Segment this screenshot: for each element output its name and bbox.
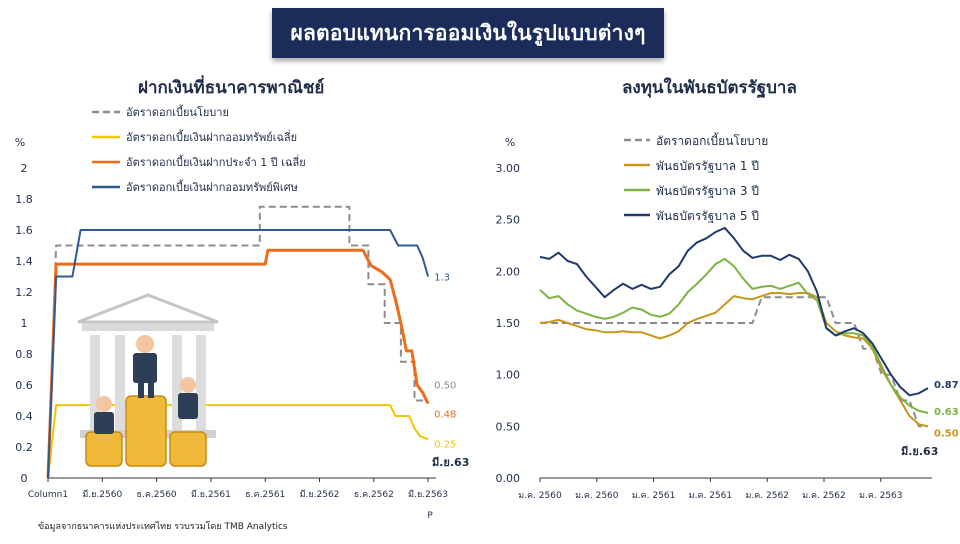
right-series-line [540, 296, 928, 428]
right-x-tick-label: ม.ค. 2560 [575, 491, 619, 501]
right-legend-label: พันธบัตรรัฐบาล 5 ปี [656, 209, 759, 223]
left-series-line [47, 229, 430, 479]
bank-roof [77, 293, 219, 324]
right-y-tick-label: 2.50 [496, 214, 521, 227]
left-x-tick-label: Column1 [28, 490, 68, 500]
left-series-end-label: 0.50 [434, 381, 456, 392]
right-y-tick-label: 1.00 [496, 369, 521, 382]
left-x-tick-label: ธ.ค.2562 [354, 490, 394, 500]
bank-column [172, 335, 182, 430]
left-x-tick-label: มี.ย.2562 [300, 489, 340, 500]
left-y-tick-label: 1 [21, 317, 28, 330]
page-title: ผลตอบแทนการออมเงินในรูปแบบต่างๆ [290, 20, 646, 45]
left-series-line [47, 205, 429, 479]
right-series-end-label: 0.63 [934, 407, 959, 418]
left-y-tick-label: 1.8 [15, 193, 33, 206]
savings-illustration [77, 293, 219, 467]
right-y-tick-label: 3.00 [496, 162, 521, 175]
left-x-tick-label: ธ.ค.2561 [245, 490, 285, 500]
left-series-end-label: 1.3 [434, 273, 450, 284]
right-end-date-label: มี.ย.63 [901, 445, 938, 458]
bank-frieze [82, 323, 214, 331]
right-x-tick-label: ม.ค. 2560 [518, 491, 562, 501]
right-y-tick-label: 0.00 [496, 472, 521, 485]
right-y-tick-label: 2.00 [496, 265, 521, 278]
left-y-tick-label: 2 [21, 162, 28, 175]
left-chart-title: ฝากเงินที่ธนาคารพาณิชย์ [138, 78, 325, 98]
left-x-tick-label: มี.ย.2563 [408, 489, 448, 500]
left-x-tick-label: มี.ย.2560 [82, 489, 122, 500]
businessman-left [94, 396, 114, 434]
left-chart: % 0 0.2 0.4 0.6 0.8 1 1.2 1.4 1.6 1.8 2 Column1 มี.ย.… [15, 104, 470, 521]
right-series-end-label: 0.87 [934, 380, 959, 391]
left-legend-label: อัตราดอกเบี้ยเงินฝากออมทรัพย์เฉลี่ย [126, 129, 297, 144]
right-chart-title: ลงทุนในพันธบัตรรัฐบาล [622, 78, 797, 98]
left-y-tick-label: 0.4 [15, 410, 33, 423]
left-series-line [46, 248, 430, 479]
data-source: ข้อมูลจากธนาคารแห่งประเทศไทย รวบรวมโดย T… [38, 522, 288, 532]
right-x-tick-label: ม.ค. 2561 [632, 491, 675, 501]
left-y-tick-label: 1.2 [15, 286, 33, 299]
right-y-tick-label: 1.50 [496, 317, 521, 330]
left-legend-label: อัตราดอกเบี้ยนโยบาย [126, 104, 229, 119]
left-y-tick-label: 1.4 [15, 255, 33, 268]
right-series-end-label: 0.50 [934, 428, 959, 439]
left-y-tick-label: 0.8 [15, 348, 33, 361]
bank-column [90, 335, 100, 430]
right-legend-label: อัตราดอกเบี้ยนโยบาย [656, 132, 768, 148]
left-series-end-label: 0.48 [434, 410, 456, 421]
left-y-tick-label: 0.6 [15, 379, 33, 392]
right-legend-label: พันธบัตรรัฐบาล 1 ปี [656, 159, 759, 173]
bank-column [196, 335, 206, 430]
left-y-axis-label: % [15, 136, 25, 149]
title-banner: ผลตอบแทนการออมเงินในรูปแบบต่างๆ [272, 8, 664, 58]
bank-column [115, 335, 125, 430]
right-series-line [539, 257, 929, 414]
right-y-tick-label: 0.50 [496, 420, 521, 433]
right-legend-label: พันธบัตรรัฐบาล 3 ปี [656, 184, 759, 198]
left-y-tick-label: 0 [21, 472, 28, 485]
right-x-tick-label: ม.ค. 2562 [802, 491, 845, 501]
right-chart: % 0.00 0.50 1.00 1.50 2.00 2.50 3.00 ม.ค. 2560 ม.… [496, 132, 959, 501]
left-legend-label: อัตราดอกเบี้ยเงินฝากออมทรัพย์พิเศษ [126, 179, 298, 194]
coin-stack [85, 395, 207, 467]
left-x-axis-footer: P [427, 511, 433, 521]
right-x-tick-label: ม.ค. 2563 [859, 491, 902, 501]
right-y-axis-label: % [505, 136, 515, 149]
left-x-tick-label: ธ.ค.2560 [137, 490, 177, 500]
left-y-tick-label: 1.6 [15, 224, 33, 237]
left-x-tick-label: มี.ย.2561 [191, 489, 231, 500]
left-legend-label: อัตราดอกเบี้ยเงินฝากประจำ 1 ปี เฉลี่ย [126, 154, 306, 169]
left-end-date-label: มี.ย.63 [432, 456, 469, 469]
businesswoman-right [178, 377, 198, 419]
right-x-tick-label: ม.ค. 2561 [689, 491, 732, 501]
right-x-tick-label: ม.ค. 2562 [745, 491, 788, 501]
right-series-line [539, 226, 929, 397]
right-series-line [539, 292, 929, 428]
businessman-center [133, 335, 157, 398]
left-y-tick-label: 0.2 [15, 441, 33, 454]
left-series-end-label: 0.25 [434, 439, 456, 450]
